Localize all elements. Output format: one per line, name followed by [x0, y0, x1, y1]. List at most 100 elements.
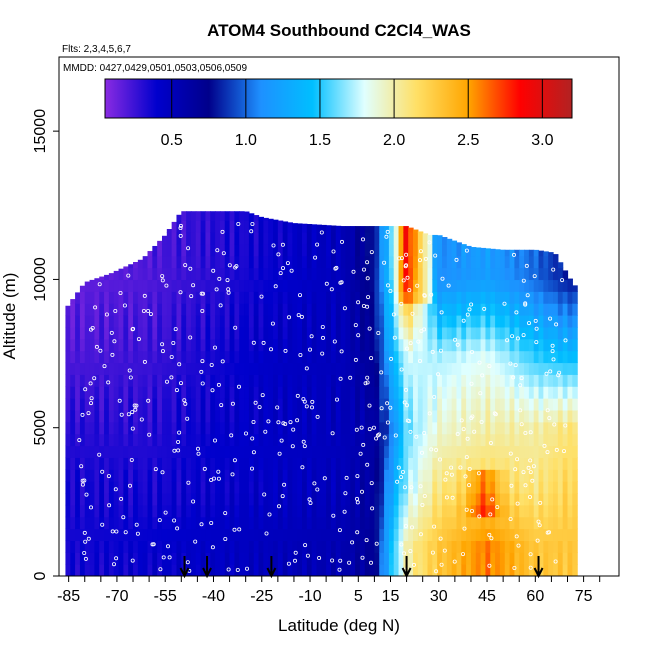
heatmap-cell [572, 350, 578, 364]
heatmap-cell [485, 303, 491, 316]
heatmap-cell [287, 315, 293, 328]
heatmap-cell [451, 516, 458, 530]
heatmap-cell [514, 564, 520, 576]
heatmap-cell [393, 291, 400, 304]
heatmap-cell [161, 362, 168, 375]
heatmap-cell [316, 267, 322, 281]
heatmap-cell [99, 445, 105, 458]
sample-point [530, 478, 535, 483]
heatmap-cell [413, 564, 419, 576]
heatmap-cell [567, 279, 573, 292]
heatmap-cell [388, 421, 395, 435]
heatmap-cell [311, 374, 318, 387]
sample-point [309, 405, 314, 410]
heatmap-cell [330, 516, 337, 530]
heatmap-cell [340, 362, 347, 375]
heatmap-cell [485, 374, 491, 387]
sample-point [379, 370, 384, 375]
sample-point [88, 381, 93, 386]
heatmap-cell [422, 445, 429, 458]
sample-point [339, 280, 344, 285]
heatmap-cell [306, 528, 313, 542]
heatmap-cell [524, 528, 530, 542]
heatmap-cell [171, 338, 178, 352]
heatmap-cell [186, 291, 192, 304]
heatmap-cell [205, 350, 211, 364]
heatmap-cell [186, 303, 192, 316]
heatmap-cell [548, 255, 554, 269]
heatmap-cell [297, 445, 303, 458]
heatmap-cell [186, 492, 192, 506]
heatmap-cell [234, 374, 240, 387]
heatmap-cell [79, 564, 86, 576]
heatmap-cell [350, 386, 356, 399]
heatmap-cell [335, 504, 342, 518]
heatmap-cell [210, 362, 216, 375]
heatmap-cell [470, 350, 477, 364]
heatmap-cell [470, 247, 477, 257]
heatmap-cell [123, 564, 129, 576]
sample-point [516, 543, 521, 548]
heatmap-cell [524, 249, 530, 257]
sample-point [535, 538, 540, 543]
heatmap-cell [495, 540, 501, 553]
sample-point [267, 512, 272, 517]
sample-point [407, 288, 412, 293]
heatmap-cell [273, 220, 279, 233]
heatmap-cell [393, 231, 400, 245]
heatmap-cell [297, 469, 303, 482]
heatmap-cell [553, 516, 559, 530]
heatmap-cell [480, 445, 487, 458]
heatmap-cell [364, 255, 371, 269]
heatmap-cell [321, 492, 327, 506]
heatmap-cell [287, 457, 293, 470]
heatmap-cell [364, 481, 371, 494]
heatmap-cell [567, 481, 573, 494]
sample-point [367, 427, 372, 432]
heatmap-cell [190, 291, 197, 304]
sample-point [298, 352, 303, 357]
heatmap-cell [118, 374, 124, 387]
heatmap-cell [147, 564, 153, 576]
heatmap-cell [152, 255, 158, 269]
heatmap-cell [562, 338, 569, 352]
heatmap-cell [393, 350, 400, 364]
sample-point [521, 470, 526, 475]
heatmap-cell [475, 315, 482, 328]
heatmap-cell [456, 267, 462, 281]
heatmap-cell [533, 279, 540, 292]
sample-point [478, 391, 483, 396]
sample-point [396, 465, 401, 470]
heatmap-cell [519, 469, 525, 482]
heatmap-cell [475, 433, 482, 447]
heatmap-cell [239, 516, 245, 530]
heatmap-cell [441, 504, 448, 518]
heatmap-cell [456, 469, 462, 482]
sample-point [126, 273, 131, 278]
heatmap-cell [553, 552, 559, 565]
sample-point [519, 376, 524, 381]
x-axis: -85 -70 -55 -40 -25 -10 5 15 30 45 60 75 [57, 576, 601, 605]
heatmap-cell [350, 374, 356, 387]
heatmap-cell [253, 362, 260, 375]
heatmap-cell [413, 540, 419, 553]
heatmap-cell [94, 326, 100, 340]
heatmap-cell [495, 362, 501, 375]
heatmap-cell [79, 552, 86, 565]
sample-point [427, 411, 432, 416]
heatmap-cell [384, 445, 390, 458]
sample-point [338, 558, 343, 563]
heatmap-cell [128, 516, 134, 530]
heatmap-cell [268, 457, 274, 470]
heatmap-cell [297, 457, 303, 470]
heatmap-cell [94, 445, 100, 458]
heatmap-cell [437, 421, 443, 435]
heatmap-cell [306, 516, 313, 530]
heatmap-cell [461, 303, 467, 316]
heatmap-cell [215, 291, 221, 304]
heatmap-cell [113, 279, 120, 292]
heatmap-cell [364, 409, 371, 423]
sample-point [130, 426, 135, 431]
sample-point [382, 260, 387, 265]
heatmap-cell [350, 528, 356, 542]
